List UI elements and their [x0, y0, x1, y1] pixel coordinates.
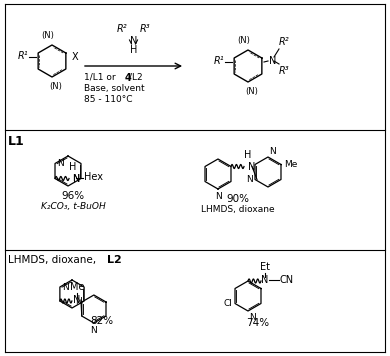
Text: (N): (N): [50, 82, 62, 91]
Text: N: N: [73, 295, 81, 305]
Text: R²: R²: [117, 24, 128, 34]
Text: H: H: [130, 45, 137, 55]
Text: N: N: [75, 297, 82, 305]
Text: Me: Me: [70, 282, 84, 292]
Text: N: N: [248, 162, 255, 172]
Text: N: N: [246, 175, 253, 184]
Text: N: N: [261, 275, 269, 285]
Text: Et: Et: [260, 262, 270, 272]
Text: R¹: R¹: [18, 51, 28, 61]
Text: H: H: [244, 151, 252, 161]
Text: N: N: [73, 173, 80, 183]
Text: N: N: [130, 36, 137, 46]
Text: 85 - 110°C: 85 - 110°C: [84, 95, 133, 104]
Text: L1: L1: [8, 135, 25, 148]
Text: /L2: /L2: [129, 73, 143, 82]
Text: L2: L2: [107, 255, 122, 265]
Text: LHMDS, dioxane: LHMDS, dioxane: [201, 205, 275, 214]
Text: R³: R³: [279, 66, 290, 76]
Text: Me: Me: [284, 160, 297, 169]
Text: LHMDS, dioxane,: LHMDS, dioxane,: [8, 255, 99, 265]
Text: 74%: 74%: [246, 318, 269, 328]
Text: N: N: [269, 147, 276, 156]
Text: R³: R³: [140, 24, 150, 34]
Text: Hex: Hex: [84, 173, 103, 183]
Text: N: N: [90, 326, 97, 335]
Text: N: N: [249, 313, 256, 322]
Text: R²: R²: [279, 37, 290, 47]
Text: (N): (N): [238, 36, 250, 45]
Text: 1/L1 or: 1/L1 or: [84, 73, 119, 82]
Text: N: N: [72, 174, 79, 183]
Text: (N): (N): [246, 87, 259, 96]
Text: Cl: Cl: [223, 299, 232, 308]
Text: N: N: [269, 56, 277, 66]
Text: 90%: 90%: [227, 194, 250, 204]
Text: (N): (N): [42, 31, 55, 40]
Text: N: N: [215, 192, 222, 201]
Text: R¹: R¹: [213, 56, 224, 66]
Text: 82%: 82%: [90, 316, 113, 326]
Text: CN: CN: [280, 275, 294, 285]
Text: 96%: 96%: [62, 191, 85, 201]
Text: 4: 4: [125, 73, 132, 83]
Text: N: N: [57, 159, 64, 168]
Text: K₂CO₃, t-BuOH: K₂CO₃, t-BuOH: [41, 202, 105, 211]
Text: H: H: [69, 162, 77, 173]
Text: N: N: [62, 283, 69, 292]
Text: Base, solvent: Base, solvent: [84, 84, 145, 93]
Text: X: X: [72, 52, 79, 62]
